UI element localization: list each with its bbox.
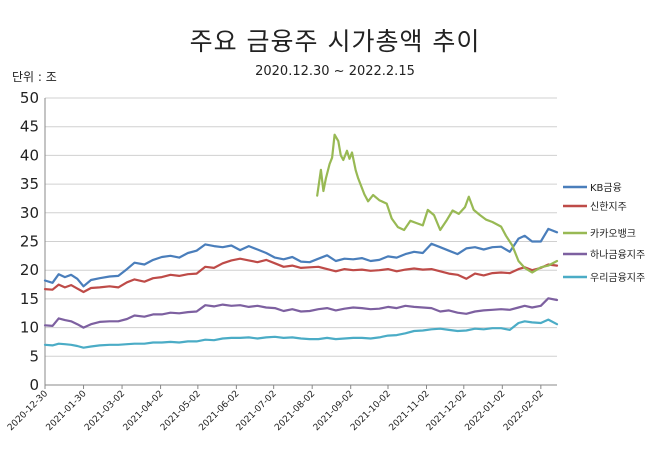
y-axis-ticks: 0 5 10 15 20 25 30 35 40 45 50: [20, 89, 39, 394]
series-line-1: [43, 257, 559, 294]
legend-label: 카카오뱅크: [590, 228, 636, 240]
series-line-0: [43, 227, 559, 288]
legend-label: 신한지주: [590, 201, 627, 213]
x-tick-label: 2022-01-02: [463, 389, 507, 433]
y-tick-label: 30: [20, 204, 39, 222]
x-tick-label: 2021-08-02: [273, 389, 317, 433]
series-line-2: [316, 133, 559, 274]
y-tick-label: 0: [29, 376, 39, 394]
chart-title: 주요 금융주 시가총액 추이: [189, 27, 481, 56]
y-tick-label: 25: [20, 233, 39, 251]
y-tick-label: 45: [20, 118, 39, 136]
x-tick-label: 2021-12-02: [425, 389, 469, 433]
x-tick-label: 2022-02-02: [502, 389, 546, 433]
y-tick-label: 15: [20, 290, 39, 308]
x-tick-label: 2021-05-02: [159, 389, 203, 433]
unit-label: 단위 : 조: [12, 70, 57, 84]
x-axis-ticks: 2020-12-302021-01-302021-03-022021-04-02…: [6, 385, 546, 433]
series-line-3: [43, 297, 559, 329]
y-tick-label: 10: [20, 319, 39, 337]
x-tick-label: 2021-07-02: [235, 389, 279, 433]
x-tick-label: 2021-10-02: [349, 389, 393, 433]
y-tick-label: 40: [20, 146, 39, 164]
chart-subtitle: 2020.12.30 ~ 2022.2.15: [255, 64, 415, 79]
x-tick-label: 2021-03-02: [83, 389, 127, 433]
y-tick-label: 20: [20, 261, 39, 279]
legend-label: KB금융: [590, 182, 622, 194]
y-tick-label: 50: [20, 89, 39, 107]
series-line-4: [43, 318, 559, 349]
y-tick-label: 35: [20, 175, 39, 193]
axes: [44, 98, 557, 386]
series-lines: [43, 133, 559, 349]
y-tick-label: 5: [29, 347, 39, 365]
legend-label: 하나금융지주: [590, 248, 645, 261]
legend-label: 우리금융지주: [590, 272, 645, 284]
gridlines: [45, 97, 557, 357]
